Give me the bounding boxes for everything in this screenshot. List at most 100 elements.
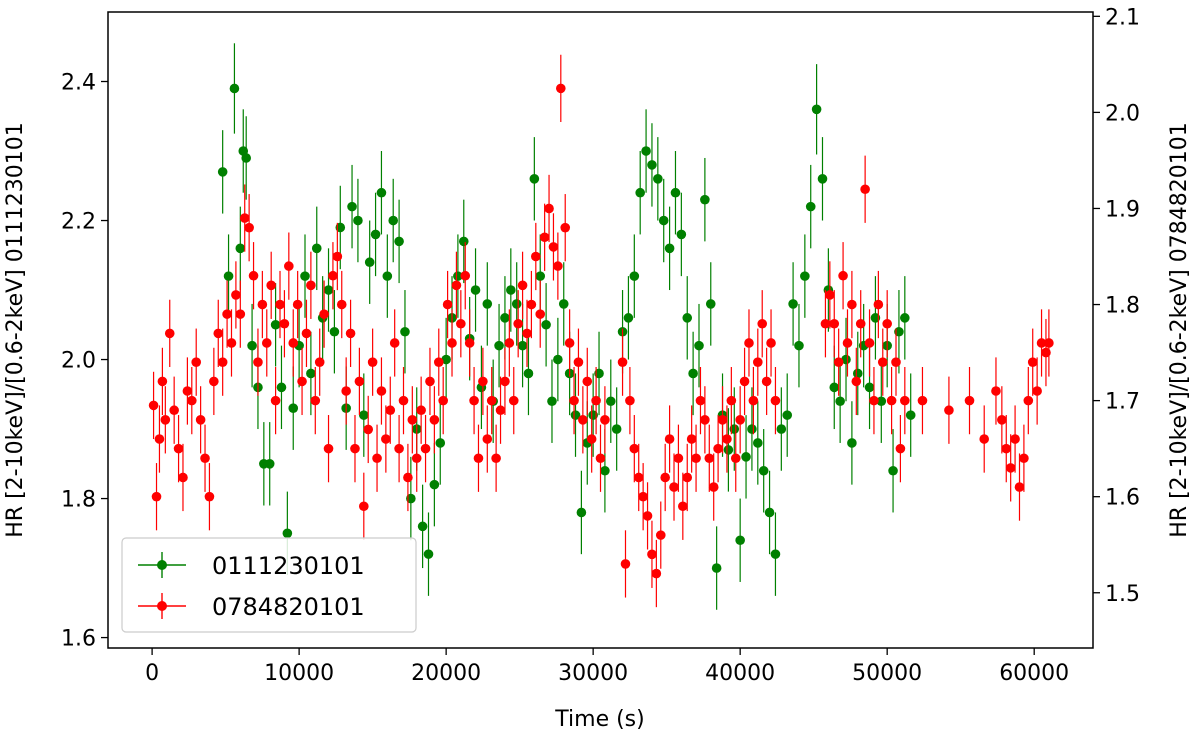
data-point xyxy=(753,438,763,448)
data-point xyxy=(964,395,975,406)
data-point xyxy=(873,299,884,310)
data-point xyxy=(782,410,793,420)
x-tick-label: 20000 xyxy=(411,661,481,686)
data-point xyxy=(829,382,840,393)
data-point xyxy=(160,415,171,425)
data-point xyxy=(717,415,728,425)
data-point xyxy=(653,174,663,184)
data-point xyxy=(148,400,159,411)
data-point xyxy=(730,453,741,464)
data-point xyxy=(447,338,457,348)
data-point xyxy=(695,395,706,406)
data-point xyxy=(469,395,479,406)
data-point xyxy=(416,405,426,416)
data-point xyxy=(517,340,528,351)
data-point xyxy=(770,549,781,559)
data-point xyxy=(306,280,316,291)
data-point xyxy=(629,271,640,281)
data-point xyxy=(526,299,537,310)
x-tick-label: 50000 xyxy=(852,661,922,686)
data-point xyxy=(186,395,197,406)
data-point xyxy=(761,376,772,387)
y-left-tick-label: 1.8 xyxy=(61,488,96,513)
data-point xyxy=(376,386,387,396)
data-point xyxy=(394,443,404,454)
data-point xyxy=(195,415,206,425)
data-point xyxy=(253,357,263,367)
data-point xyxy=(1032,386,1042,396)
data-point xyxy=(169,405,179,416)
data-point xyxy=(403,472,413,483)
data-point xyxy=(726,395,737,406)
data-point xyxy=(882,318,892,329)
data-point xyxy=(441,354,451,365)
data-point xyxy=(213,328,224,339)
data-point xyxy=(758,465,769,476)
data-point xyxy=(353,215,363,226)
data-point xyxy=(547,396,557,407)
data-point xyxy=(359,410,369,420)
data-point xyxy=(264,459,275,469)
data-point xyxy=(370,229,381,240)
data-point xyxy=(345,328,356,339)
data-point xyxy=(429,479,440,490)
data-point xyxy=(385,405,396,416)
legend-marker-0111230101 xyxy=(138,552,186,578)
data-point xyxy=(753,357,763,367)
data-point xyxy=(301,328,312,339)
data-point xyxy=(1023,395,1034,406)
y-left-tick-label: 2.4 xyxy=(61,71,96,96)
data-point xyxy=(805,201,816,212)
data-point xyxy=(464,338,475,348)
data-point xyxy=(539,232,550,243)
data-point xyxy=(239,213,250,223)
data-point xyxy=(620,559,631,569)
data-point xyxy=(852,368,863,379)
data-point xyxy=(735,415,745,425)
data-point xyxy=(711,563,722,573)
data-point xyxy=(586,434,597,444)
y-axis-left-title: HR [2-10keV]/[0.6-2keV] 0111230101 xyxy=(3,122,28,537)
data-point xyxy=(276,382,287,393)
data-point xyxy=(600,465,610,476)
data-point xyxy=(764,507,775,518)
data-point xyxy=(570,410,581,420)
data-point xyxy=(382,271,393,281)
data-point xyxy=(682,472,693,483)
data-point xyxy=(288,338,299,348)
data-point xyxy=(591,395,601,406)
data-point xyxy=(691,453,701,464)
y-right-tick-label: 2.1 xyxy=(1105,5,1140,30)
data-point xyxy=(323,443,334,454)
data-point xyxy=(394,236,404,247)
data-point xyxy=(341,386,351,396)
data-point xyxy=(500,376,510,387)
data-point xyxy=(456,318,466,329)
data-point xyxy=(766,338,776,348)
data-point xyxy=(997,415,1007,425)
data-point xyxy=(660,472,670,483)
data-point xyxy=(704,453,715,464)
data-point xyxy=(825,290,835,300)
data-point xyxy=(270,319,281,330)
x-tick-label: 40000 xyxy=(705,661,775,686)
data-point xyxy=(842,338,853,348)
data-point xyxy=(642,511,653,521)
y-axis-left: 1.6 1.8 2.0 2.2 2.4 xyxy=(61,71,108,652)
data-point xyxy=(1005,463,1016,473)
y-left-tick-label: 1.6 xyxy=(61,627,96,652)
data-point xyxy=(713,443,723,454)
data-point xyxy=(582,376,593,387)
data-point xyxy=(347,201,357,212)
data-point xyxy=(266,280,276,291)
data-point xyxy=(757,318,768,329)
data-point xyxy=(435,438,446,448)
data-point xyxy=(744,338,754,348)
data-point xyxy=(470,285,481,295)
data-point xyxy=(261,338,272,348)
data-point xyxy=(363,424,374,435)
data-point xyxy=(700,415,710,425)
data-point xyxy=(247,340,257,351)
data-point xyxy=(513,318,523,329)
